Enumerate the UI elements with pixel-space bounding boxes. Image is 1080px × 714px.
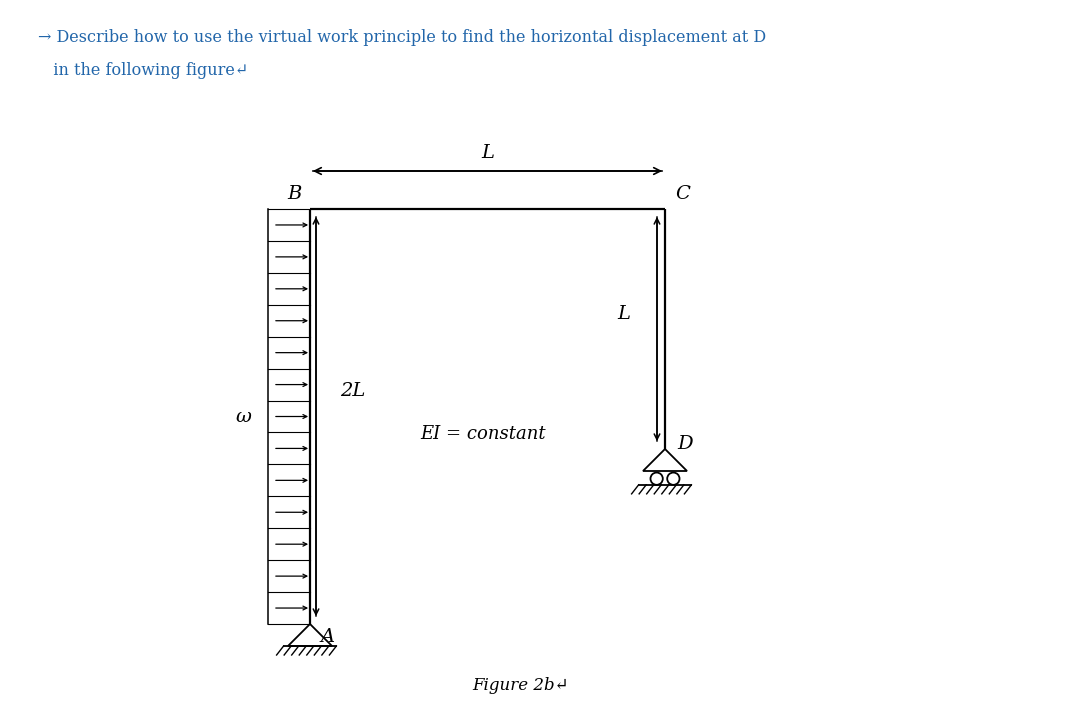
Text: ω: ω: [235, 408, 251, 426]
Text: Figure 2b↵: Figure 2b↵: [472, 677, 568, 694]
Text: L: L: [481, 144, 494, 162]
Text: D: D: [677, 435, 692, 453]
Text: 2L: 2L: [340, 383, 365, 401]
Text: C: C: [675, 185, 690, 203]
Text: A: A: [320, 628, 334, 646]
Text: → Describe how to use the virtual work principle to find the horizontal displace: → Describe how to use the virtual work p…: [38, 29, 766, 46]
Text: EI = constant: EI = constant: [420, 425, 545, 443]
Text: in the following figure↵: in the following figure↵: [38, 62, 248, 79]
Text: L: L: [617, 305, 630, 323]
Text: B: B: [287, 185, 302, 203]
